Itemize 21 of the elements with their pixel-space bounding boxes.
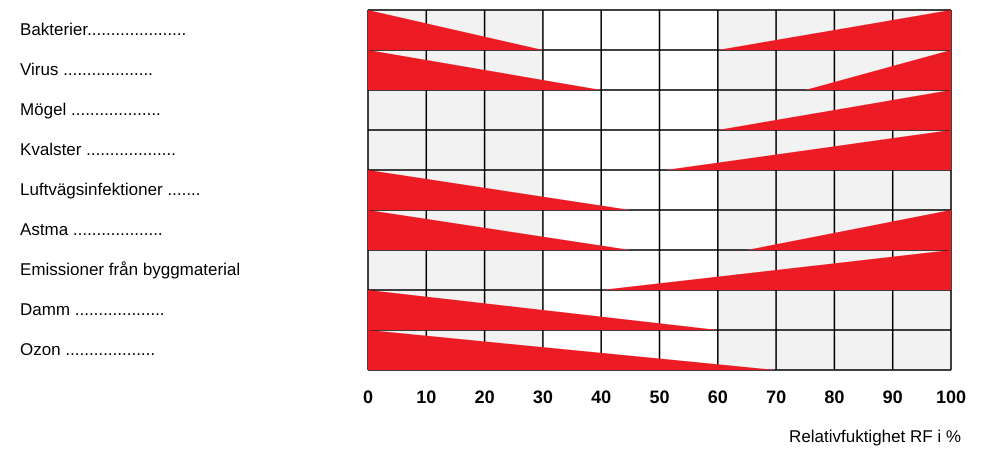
y-tick-label: Emissioner från byggmaterial [20, 260, 240, 279]
x-tick-label: 10 [416, 386, 436, 407]
x-axis-title: Relativfuktighet RF i % [789, 427, 961, 446]
x-tick-label: 90 [882, 386, 903, 407]
x-tick-label: 30 [532, 386, 553, 407]
x-tick-label: 70 [766, 386, 786, 407]
x-tick-label: 50 [649, 386, 670, 407]
y-tick-label: Virus ................... [20, 60, 153, 79]
y-tick-label: Luftvägsinfektioner ....... [20, 180, 200, 199]
x-tick-label: 80 [824, 386, 844, 407]
y-tick-label: Kvalster ................... [20, 140, 176, 159]
y-tick-label: Ozon ................... [20, 340, 156, 359]
y-tick-label: Damm ................... [20, 300, 165, 319]
y-tick-label: Astma ................... [20, 220, 163, 239]
x-tick-label: 0 [362, 386, 374, 407]
y-tick-label: Bakterier..................... [20, 20, 186, 39]
y-tick-label: Mögel ................... [20, 100, 161, 119]
x-tick-label: 100 [936, 386, 966, 407]
x-tick-label: 40 [591, 386, 612, 407]
x-tick-label: 20 [474, 386, 495, 407]
x-tick-label: 60 [708, 386, 728, 407]
